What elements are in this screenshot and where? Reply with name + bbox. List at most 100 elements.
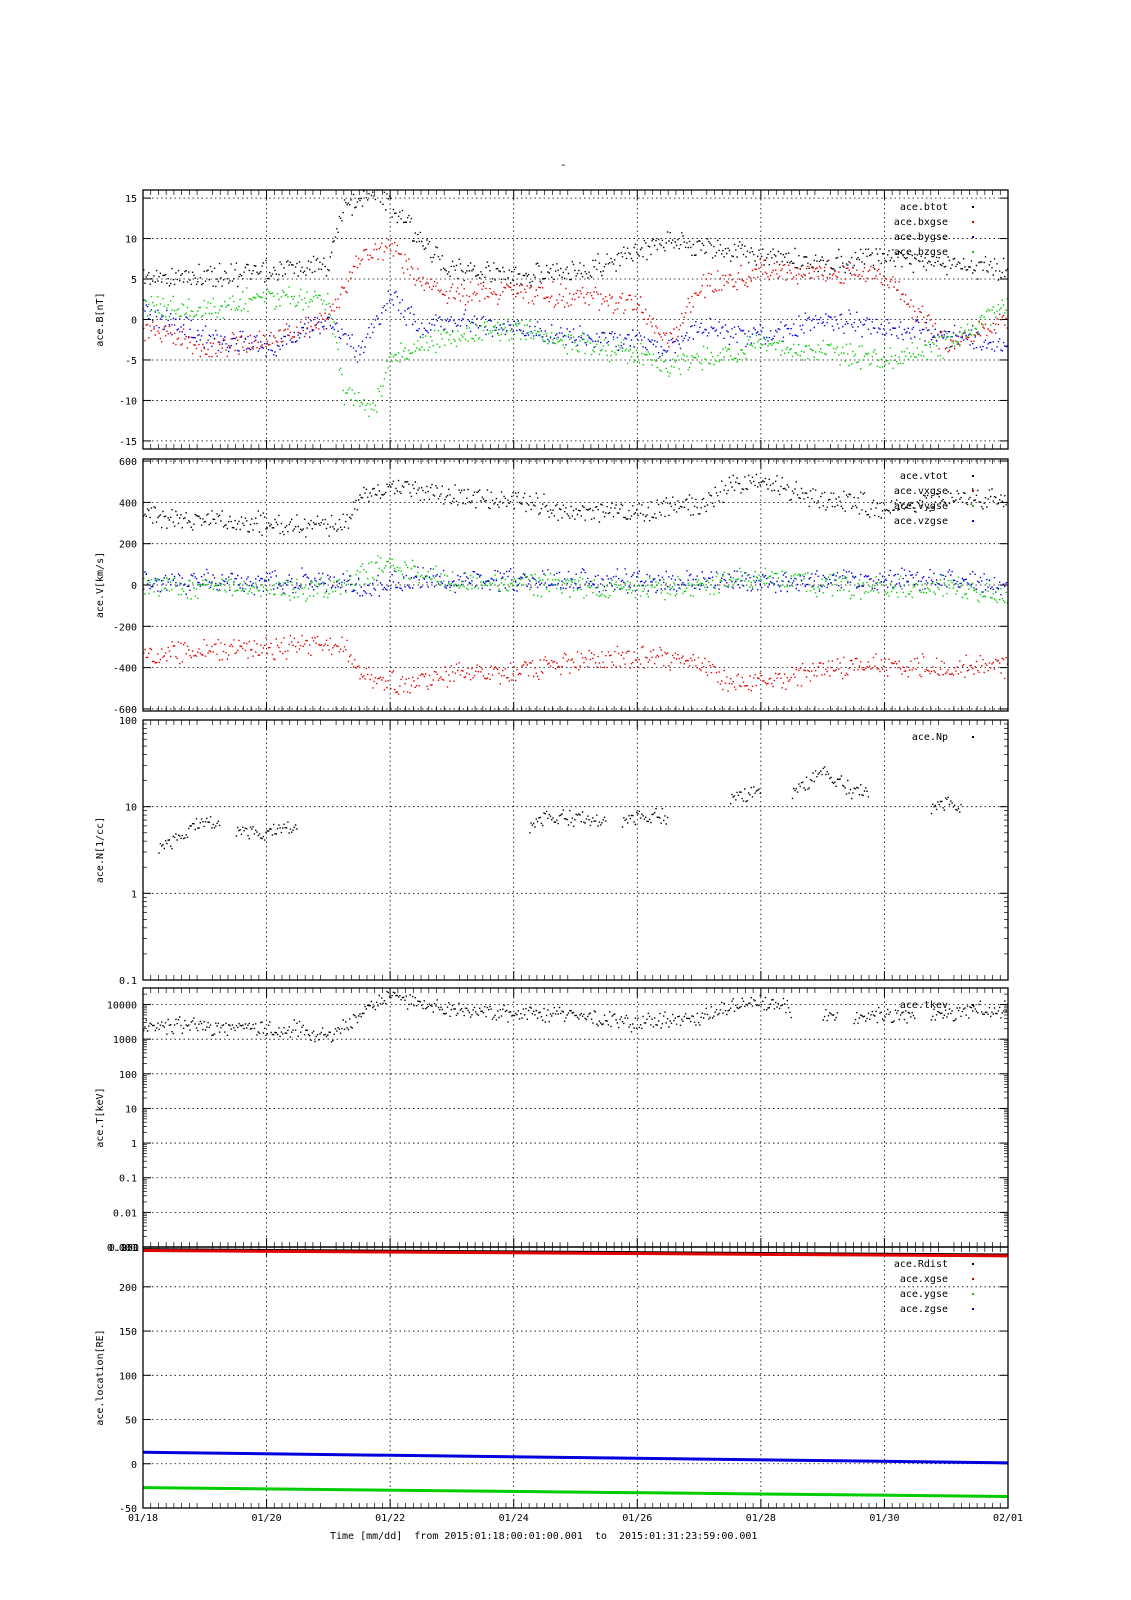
legend-marker	[972, 221, 974, 223]
series-points	[529, 809, 607, 834]
panel-frame	[142, 719, 1009, 981]
x-axis-label: Time [mm/dd] from 2015:01:18:00:01:00.00…	[330, 1531, 758, 1542]
series-line	[143, 1486, 1008, 1498]
series-points	[143, 190, 1008, 288]
series-points	[143, 286, 1008, 417]
series-points	[853, 1006, 916, 1025]
x-tick-label: 01/26	[622, 1513, 652, 1524]
legend-label: ace.xgse	[900, 1274, 948, 1285]
legend-marker	[972, 475, 974, 477]
series-points	[143, 473, 1008, 538]
y-axis-label: ace.N[1/cc]	[95, 817, 106, 883]
series-points	[730, 786, 761, 805]
data-area	[158, 766, 962, 854]
x-tick-label: 01/18	[128, 1513, 158, 1524]
series-points	[791, 766, 870, 800]
legend-label: ace.btot	[900, 202, 948, 213]
panel-4: 0.001 0.01 0.1 1 10 100 1000 10000 ace.T[keV] ace…	[95, 987, 1009, 1254]
legend-label: ace.bxgse	[894, 217, 948, 228]
series-points	[822, 1009, 839, 1022]
data-area	[143, 1248, 1008, 1498]
y-tick-label-top: 250	[121, 1243, 139, 1254]
panel-1: -15 -10 -5 0 5 10 15 ace.B[nT] ace.btot ace.bxgse…	[95, 189, 1009, 450]
legend-label: ace.vygse	[894, 501, 948, 512]
x-tick-label: 01/28	[746, 1513, 776, 1524]
panel-frame	[142, 1246, 1009, 1509]
legend-marker	[972, 490, 974, 492]
series-ace-vtot	[143, 473, 1008, 538]
series-points	[930, 1000, 1008, 1022]
series-ace-vygse	[143, 555, 1008, 604]
series-points	[158, 816, 221, 854]
series-points	[143, 634, 1008, 695]
legend-label: ace.Rdist	[894, 1259, 948, 1270]
series-points	[143, 566, 1008, 597]
y-tick-label: 10	[125, 803, 137, 814]
legend-marker	[972, 1308, 974, 1310]
series-ace-tkev	[143, 990, 1008, 1043]
y-tick-label: -50	[119, 1504, 137, 1515]
legend-label: ace.vxgse	[894, 486, 948, 497]
series-points	[930, 796, 962, 815]
y-tick-label: -400	[113, 664, 137, 675]
panel-3: 0.1 1 10 100 ace.N[1/cc] ace.Np	[95, 716, 1009, 987]
series-line	[143, 1249, 1008, 1258]
page-title: -	[560, 158, 567, 171]
x-tick-label: 02/01	[993, 1513, 1023, 1524]
y-tick-label: 0	[131, 581, 137, 592]
legend-label: ace.bygse	[894, 232, 948, 243]
legend-marker	[972, 520, 974, 522]
y-tick-label: 200	[119, 540, 137, 551]
legend-label: ace.ygse	[900, 1289, 948, 1300]
series-ace-xgse	[143, 1249, 1008, 1258]
series-points	[143, 990, 792, 1043]
y-tick-label: 1	[131, 1139, 137, 1150]
panel-2: -600 -400 -200 0 200 400 600 ace.V[km/s] ace.vto…	[95, 457, 1009, 716]
y-tick-label: -5	[125, 356, 137, 367]
x-tick-label: 01/24	[499, 1513, 529, 1524]
y-axis-label: ace.location[RE]	[95, 1329, 106, 1425]
series-ace-bzgse	[143, 286, 1008, 417]
legend-marker	[972, 1293, 974, 1295]
y-tick-label-top: 0.001	[109, 1243, 139, 1254]
series-points	[235, 821, 298, 841]
y-tick-label: 150	[119, 1327, 137, 1338]
y-tick-label: -10	[119, 396, 137, 407]
legend-label: ace.vzgse	[894, 516, 948, 527]
y-tick-label: 0.01	[113, 1208, 137, 1219]
legend-label: ace.Np	[912, 732, 948, 743]
y-tick-label: 100	[119, 716, 137, 727]
legend-marker	[972, 1004, 974, 1006]
panel-frame	[142, 189, 1009, 450]
y-tick-label: 100	[119, 1070, 137, 1081]
y-tick-label: -600	[113, 705, 137, 716]
y-tick-label: -200	[113, 622, 137, 633]
y-tick-label: 600	[119, 457, 137, 468]
legend-marker	[972, 505, 974, 507]
y-axis-label: ace.T[keV]	[95, 1087, 106, 1147]
legend-label: ace.vtot	[900, 471, 948, 482]
legend-marker	[972, 736, 974, 738]
y-tick-label: 0.1	[119, 1174, 137, 1185]
y-tick-label: 10	[125, 235, 137, 246]
y-tick-label: 400	[119, 498, 137, 509]
series-ace-bygse	[143, 290, 1008, 363]
data-area	[143, 990, 1008, 1043]
series-points	[143, 555, 1008, 604]
y-tick-label: 100	[119, 1371, 137, 1382]
y-axis-label: ace.B[nT]	[95, 292, 106, 346]
legend-marker	[972, 236, 974, 238]
series-ace-Np	[158, 766, 962, 854]
x-tick-label: 01/20	[252, 1513, 282, 1524]
legend-marker	[972, 1278, 974, 1280]
panel-frame	[142, 987, 1009, 1248]
y-tick-label: 15	[125, 194, 137, 205]
y-tick-label: 0	[131, 1460, 137, 1471]
y-tick-label: 5	[131, 275, 137, 286]
y-tick-label: 1	[131, 889, 137, 900]
y-tick-label: 10	[125, 1104, 137, 1115]
series-ace-btot	[143, 190, 1008, 288]
panel-frame	[142, 458, 1009, 712]
